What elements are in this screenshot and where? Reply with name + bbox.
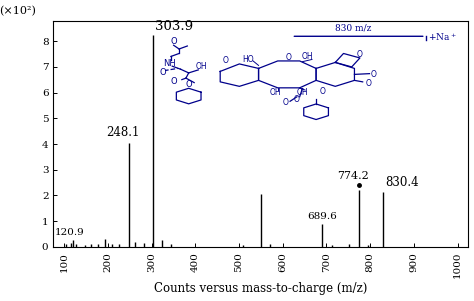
Text: 248.1: 248.1 [106,126,139,139]
Text: 774.2: 774.2 [337,171,369,181]
Text: (×10²): (×10²) [0,6,36,16]
Text: 120.9: 120.9 [55,228,85,237]
Text: 303.9: 303.9 [155,20,193,33]
Text: 689.6: 689.6 [307,212,337,221]
X-axis label: Counts versus mass-to-charge (m/z): Counts versus mass-to-charge (m/z) [154,282,367,296]
Text: 830.4: 830.4 [385,175,419,188]
